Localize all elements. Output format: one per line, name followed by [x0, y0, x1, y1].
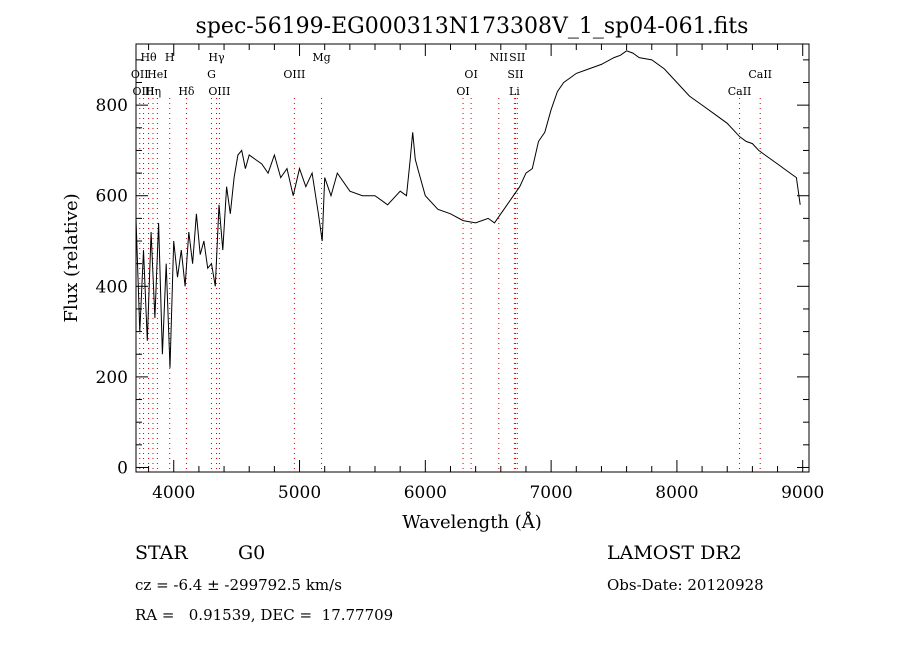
y-tick-label: 0: [117, 458, 128, 478]
y-axis: 0 200 400 600 800: [96, 59, 809, 478]
plot-frame: [135, 43, 810, 473]
line-markers: OII OIII Hθ Hη HeI H Hδ G Hγ OIII OIII Mg OI OI NII Li S…: [131, 51, 772, 472]
observation-date: Obs-Date: 20120928: [607, 576, 764, 594]
line-marker-label: CaII: [728, 85, 752, 98]
x-tick-label: 4000: [152, 483, 195, 503]
y-tick-label: 800: [96, 96, 128, 116]
line-marker-label: NII: [490, 51, 508, 64]
x-axis-label: Wavelength (Å): [402, 511, 542, 533]
line-marker-label: Hθ: [140, 51, 157, 64]
y-axis-label: Flux (relative): [61, 193, 82, 322]
line-marker-label: OIII: [133, 85, 155, 98]
coordinates: RA = 0.91539, DEC = 17.77709: [135, 606, 394, 624]
spectrum-line: [135, 50, 801, 368]
line-marker-label: OI: [464, 68, 477, 81]
line-marker-label: SII: [509, 51, 525, 64]
y-tick-label: 400: [96, 277, 128, 297]
x-tick-label: 6000: [404, 483, 447, 503]
redshift-info: cz = -6.4 ± -299792.5 km/s: [135, 576, 342, 594]
line-marker-label: Hδ: [178, 85, 195, 98]
x-tick-label: 8000: [655, 483, 698, 503]
x-tick-label: 9000: [781, 483, 824, 503]
line-marker-label: Hγ: [208, 51, 225, 64]
object-class: STAR: [135, 542, 188, 564]
line-marker-label: OI: [456, 85, 469, 98]
chart-title: spec-56199-EG000313N173308V_1_sp04-061.f…: [196, 14, 749, 39]
line-marker-label: Hη: [145, 85, 161, 98]
spectral-subclass: G0: [238, 542, 266, 564]
x-tick-label: 7000: [529, 483, 572, 503]
line-marker-label: OIII: [208, 85, 230, 98]
y-tick-label: 600: [96, 187, 128, 207]
line-marker-label: OIII: [283, 68, 305, 81]
line-marker-label: Li: [509, 85, 520, 98]
line-marker-label: OII: [131, 68, 149, 81]
line-marker-label: G: [207, 68, 216, 81]
line-marker-label: Mg: [312, 51, 330, 64]
x-tick-label: 5000: [278, 483, 321, 503]
line-marker-label: HeI: [147, 68, 167, 81]
line-marker-label: CaII: [748, 68, 772, 81]
y-tick-label: 200: [96, 368, 128, 388]
x-axis: 4000 5000 6000 7000 8000 9000: [148, 44, 824, 503]
survey-name: LAMOST DR2: [607, 542, 742, 564]
line-marker-label: H: [165, 51, 175, 64]
line-marker-label: SII: [507, 68, 523, 81]
